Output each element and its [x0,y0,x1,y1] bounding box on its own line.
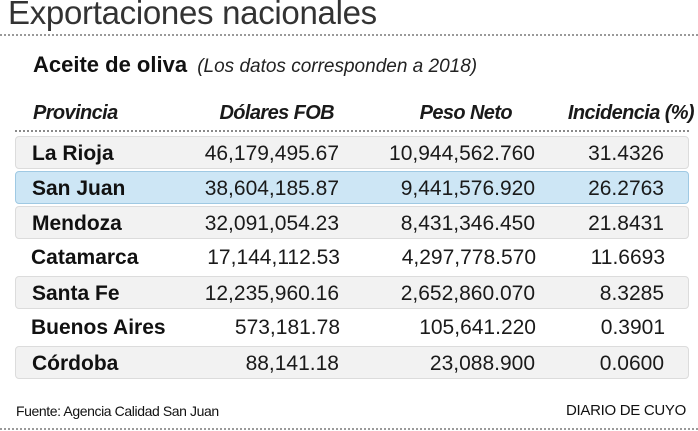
cell-provincia: Córdoba [32,352,119,375]
cell-provincia: Catamarca [31,246,139,269]
cell-dolares-fob: 12,235,960.16 [204,282,339,305]
table-row: San Juan 38,604,185.87 9,441,576.920 26.276… [15,171,689,204]
publisher-brand: DIARIO DE CUYO [566,402,686,419]
cell-dolares-fob: 573,181.78 [234,316,340,339]
cell-incidencia: 11.6693 [590,246,665,269]
table-row: Mendoza 32,091,054.23 8,431,346.450 21.8431 [15,206,689,239]
cell-dolares-fob: 46,179,495.67 [204,142,339,165]
header-incidencia: Incidencia (%) [567,102,695,124]
header-peso-neto: Peso Neto [419,102,513,124]
table-row: Córdoba 88,141.18 23,088.900 0.0600 [15,346,689,379]
subtitle-main: Aceite de oliva [33,52,188,77]
cell-provincia: Buenos Aires [31,316,166,339]
cell-incidencia: 0.3901 [600,316,665,339]
table-row: Santa Fe 12,235,960.16 2,652,860.070 8.3285 [15,276,689,309]
cell-dolares-fob: 32,091,054.23 [204,212,339,235]
cell-peso-neto: 4,297,778.570 [401,246,536,269]
header-divider [15,130,689,132]
cell-peso-neto: 2,652,860.070 [400,282,535,305]
table-subtitle: Aceite de oliva (Los datos corresponden … [33,52,477,78]
header-dolares-fob: Dólares FOB [219,102,334,124]
cell-dolares-fob: 17,144,112.53 [207,246,340,269]
table-row: Buenos Aires 573,181.78 105,641.220 0.3901 [15,311,689,344]
cell-provincia: Mendoza [32,212,122,235]
header-provincia: Provincia [33,102,118,124]
title-divider [0,34,698,36]
bottom-divider [0,428,698,430]
cell-incidencia: 0.0600 [599,352,664,375]
table-header: Provincia Dólares FOB Peso Neto Incidenc… [0,98,698,130]
cell-incidencia: 8.3285 [599,282,664,305]
cell-peso-neto: 10,944,562.760 [389,142,535,165]
cell-incidencia: 21.8431 [588,212,664,235]
table-row: Catamarca 17,144,112.53 4,297,778.570 11.66… [15,241,689,274]
cell-peso-neto: 8,431,346.450 [400,212,535,235]
cell-dolares-fob: 38,604,185.87 [204,177,339,200]
cell-peso-neto: 9,441,576.920 [400,177,535,200]
cell-incidencia: 31.4326 [588,142,664,165]
cell-provincia: San Juan [32,177,126,200]
cell-dolares-fob: 88,141.18 [245,352,339,375]
page-title: Exportaciones nacionales [8,0,377,31]
table-row: La Rioja 46,179,495.67 10,944,562.760 31.43… [15,136,689,169]
cell-provincia: Santa Fe [32,282,120,305]
source-note: Fuente: Agencia Calidad San Juan [16,403,219,419]
subtitle-note: (Los datos corresponden a 2018) [197,56,478,77]
cell-peso-neto: 23,088.900 [429,352,535,375]
cell-peso-neto: 105,641.220 [419,316,536,339]
cell-provincia: La Rioja [32,142,114,165]
cell-incidencia: 26.2763 [588,177,664,200]
